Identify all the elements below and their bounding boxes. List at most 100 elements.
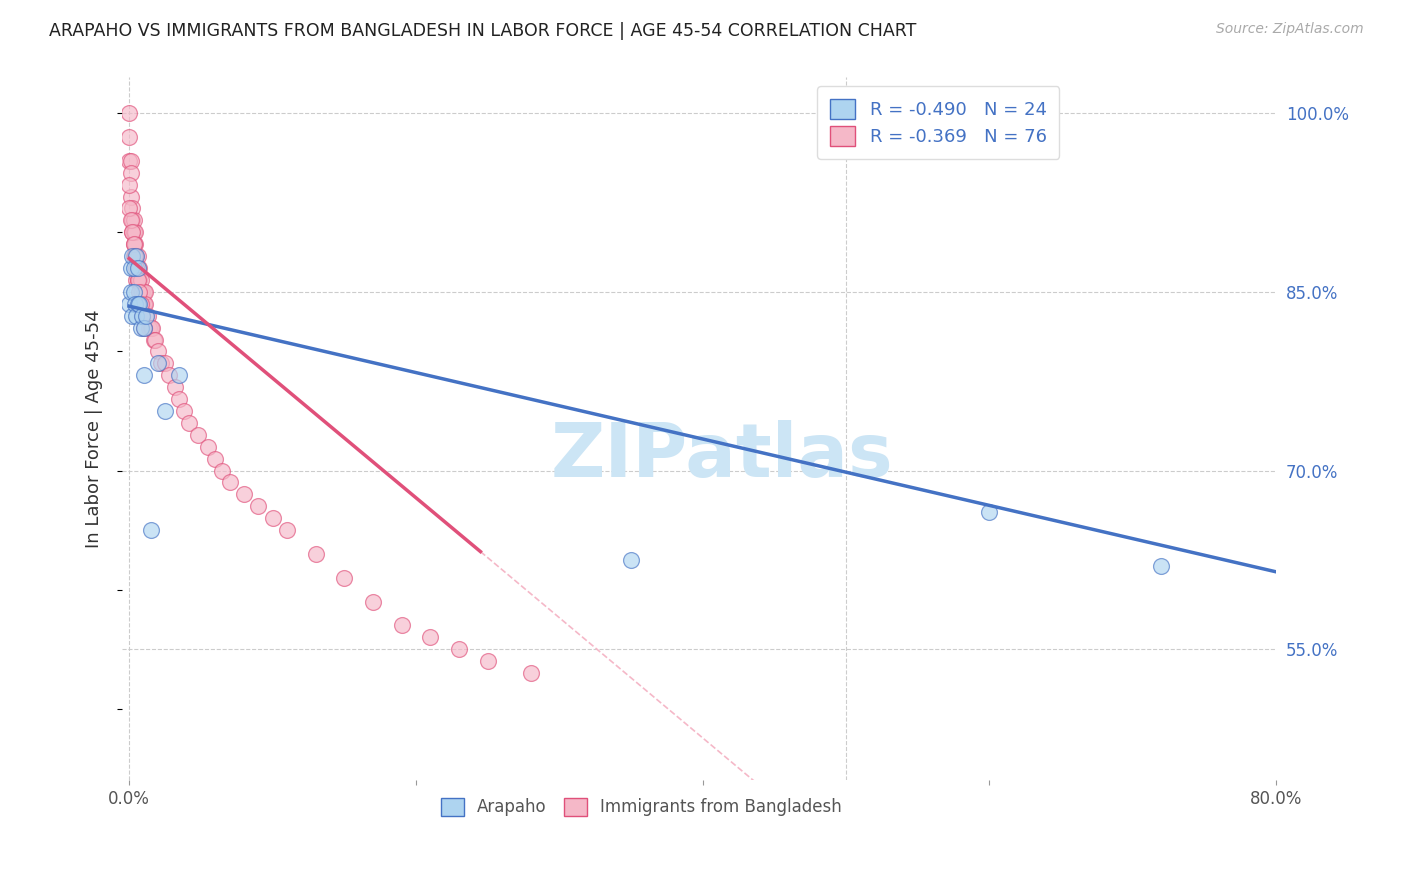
Point xyxy=(232,487,254,501)
Point xyxy=(122,285,145,299)
Point xyxy=(118,106,141,120)
Point xyxy=(276,523,298,537)
Point xyxy=(124,225,146,239)
Point xyxy=(125,273,148,287)
Point xyxy=(477,654,499,668)
Point xyxy=(173,404,195,418)
Point xyxy=(122,249,145,263)
Point xyxy=(120,213,142,227)
Point xyxy=(118,202,141,216)
Point xyxy=(142,333,165,347)
Point xyxy=(169,392,191,406)
Point xyxy=(132,368,155,383)
Point xyxy=(122,213,145,227)
Y-axis label: In Labor Force | Age 45-54: In Labor Force | Age 45-54 xyxy=(86,310,103,549)
Point xyxy=(187,427,209,442)
Point xyxy=(333,571,356,585)
Point xyxy=(124,237,146,252)
Point xyxy=(127,249,149,263)
Point xyxy=(129,285,152,299)
Point xyxy=(129,320,152,334)
Point xyxy=(262,511,284,525)
Point xyxy=(519,666,541,681)
Point xyxy=(122,225,145,239)
Point xyxy=(132,320,155,334)
Point xyxy=(127,261,149,276)
Point xyxy=(141,320,163,334)
Point xyxy=(120,166,142,180)
Point xyxy=(124,249,146,263)
Point xyxy=(157,368,180,383)
Point xyxy=(122,237,145,252)
Point xyxy=(125,249,148,263)
Point xyxy=(139,320,162,334)
Point xyxy=(122,237,145,252)
Point xyxy=(124,297,146,311)
Point xyxy=(447,642,470,657)
Point xyxy=(138,320,160,334)
Point xyxy=(620,553,643,567)
Point xyxy=(127,273,149,287)
Point xyxy=(135,309,157,323)
Point xyxy=(118,297,141,311)
Point xyxy=(179,416,201,430)
Point xyxy=(125,261,148,276)
Point xyxy=(149,356,172,370)
Point xyxy=(211,464,233,478)
Point xyxy=(120,285,142,299)
Point xyxy=(132,285,155,299)
Point xyxy=(218,475,240,490)
Point xyxy=(120,189,142,203)
Point xyxy=(204,451,226,466)
Point xyxy=(361,594,384,608)
Point xyxy=(120,153,142,168)
Point xyxy=(165,380,187,394)
Point xyxy=(139,523,162,537)
Point xyxy=(118,178,141,192)
Point xyxy=(132,320,155,334)
Point xyxy=(122,261,145,276)
Point xyxy=(121,225,143,239)
Point xyxy=(131,309,153,323)
Point xyxy=(127,261,149,276)
Text: ARAPAHO VS IMMIGRANTS FROM BANGLADESH IN LABOR FORCE | AGE 45-54 CORRELATION CHA: ARAPAHO VS IMMIGRANTS FROM BANGLADESH IN… xyxy=(49,22,917,40)
Point xyxy=(121,225,143,239)
Text: ZIPatlas: ZIPatlas xyxy=(551,420,893,493)
Point xyxy=(118,153,141,168)
Point xyxy=(121,249,143,263)
Point xyxy=(129,273,152,287)
Point xyxy=(134,297,156,311)
Point xyxy=(143,333,166,347)
Point xyxy=(128,273,150,287)
Point xyxy=(127,273,149,287)
Point xyxy=(146,356,169,370)
Point xyxy=(304,547,326,561)
Point xyxy=(419,631,441,645)
Point xyxy=(127,297,149,311)
Point xyxy=(169,368,191,383)
Point xyxy=(128,297,150,311)
Text: Source: ZipAtlas.com: Source: ZipAtlas.com xyxy=(1216,22,1364,37)
Point xyxy=(124,249,146,263)
Point xyxy=(121,309,143,323)
Point xyxy=(197,440,219,454)
Point xyxy=(247,500,270,514)
Point xyxy=(125,249,148,263)
Point xyxy=(153,404,176,418)
Point xyxy=(118,130,141,145)
Point xyxy=(129,297,152,311)
Point xyxy=(146,344,169,359)
Legend: Arapaho, Immigrants from Bangladesh: Arapaho, Immigrants from Bangladesh xyxy=(433,789,851,825)
Point xyxy=(134,285,156,299)
Point xyxy=(125,261,148,276)
Point xyxy=(125,309,148,323)
Point xyxy=(131,297,153,311)
Point xyxy=(121,202,143,216)
Point xyxy=(128,285,150,299)
Point xyxy=(132,297,155,311)
Point xyxy=(128,261,150,276)
Point xyxy=(136,309,159,323)
Point xyxy=(120,261,142,276)
Point xyxy=(1150,558,1173,573)
Point xyxy=(979,505,1001,519)
